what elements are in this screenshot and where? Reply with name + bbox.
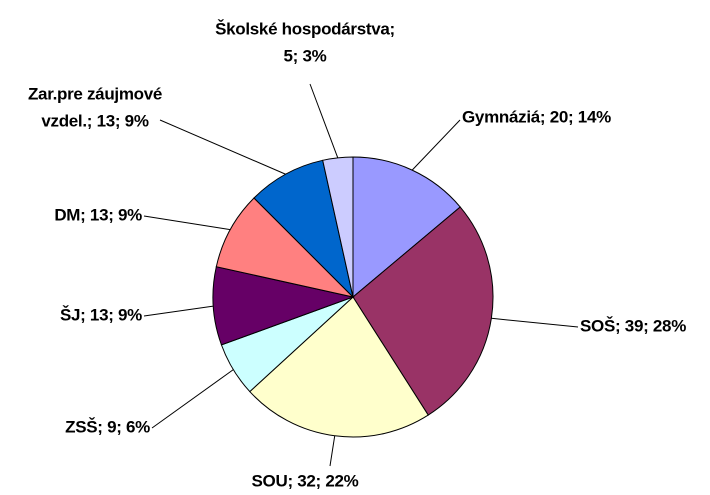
data-label: vzdel.; 13; 9% — [41, 111, 148, 130]
pie-slice — [253, 159, 354, 299]
pie-slice — [322, 156, 354, 298]
pie-slice — [212, 266, 355, 346]
pie-slice — [215, 197, 355, 298]
leader-line — [411, 119, 461, 171]
data-label: DM; 13; 9% — [54, 205, 142, 224]
leader-line — [143, 215, 231, 231]
data-label: Školské hospodárstva; — [215, 19, 395, 38]
leader-line — [309, 83, 339, 159]
pie-slice — [352, 156, 461, 299]
data-label: SOŠ; 39; 28% — [580, 316, 686, 335]
leader-line — [143, 305, 214, 317]
pie-slice — [352, 206, 494, 416]
data-label: Gymnáziá; 20; 14% — [462, 107, 611, 126]
data-label: ŠJ; 13; 9% — [60, 305, 142, 324]
leader-line — [491, 317, 579, 328]
data-label: 5; 3% — [284, 46, 327, 65]
data-label: SOU; 32; 22% — [252, 471, 359, 490]
data-label: ZSŠ; 9; 6% — [65, 417, 150, 436]
data-label: Zar.pre záujmové — [28, 84, 162, 103]
leader-line — [151, 369, 234, 429]
leader-line — [329, 435, 336, 467]
leader-line — [159, 119, 286, 175]
